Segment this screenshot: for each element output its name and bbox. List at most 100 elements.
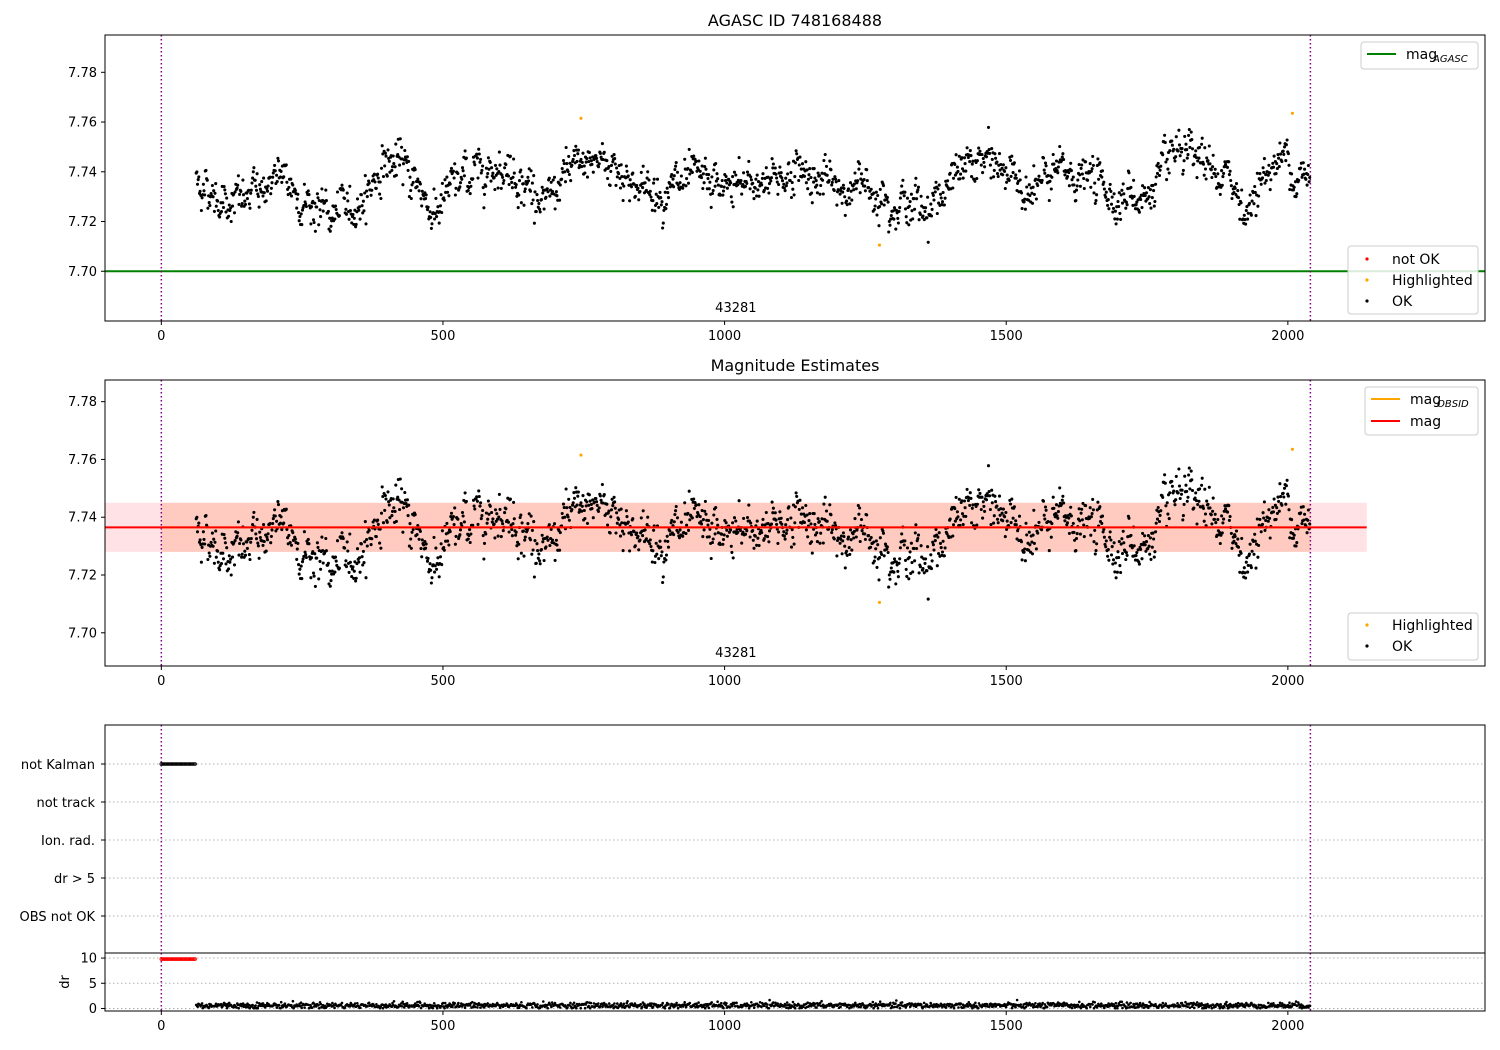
ok-point [344,565,349,569]
ok-point [847,546,851,550]
ok-point [721,189,726,193]
ok-point [195,182,200,186]
ok-point [439,542,443,546]
ok-point [1213,512,1217,516]
ok-point [675,170,680,174]
x-tick-label: 1000 [708,674,741,689]
ok-point [618,186,623,190]
ok-point [843,544,847,548]
ok-point [449,166,454,170]
ok-point [1218,192,1222,196]
ok-point [828,503,832,507]
ok-point [1266,173,1270,177]
ok-point [935,211,939,216]
ok-point [517,542,521,546]
ok-point [652,528,656,532]
ok-point [530,552,534,556]
ok-point [718,193,722,197]
ok-point [299,564,303,568]
ok-point [795,494,799,498]
ok-point [1278,141,1282,145]
ok-point [195,515,199,519]
ok-point [613,500,617,504]
ok-point [687,489,691,493]
ok-point [351,212,355,217]
dr-point [626,1000,629,1003]
ok-point [660,550,664,554]
ok-point [1282,152,1286,156]
ok-point [241,178,245,182]
legend-marker [1365,623,1369,627]
ok-point [512,517,516,521]
ok-point [1028,193,1032,198]
ok-point [732,170,737,174]
dr-point [1120,1000,1124,1004]
ok-point [732,516,737,520]
ok-point [1102,180,1106,184]
ok-point [897,561,901,565]
dr-point [277,1003,281,1007]
ok-point [1098,505,1102,509]
ok-point [714,506,718,510]
dr-point [947,1004,951,1008]
ok-point [755,173,759,177]
ok-point [1005,173,1009,177]
ok-point [538,210,542,214]
ok-point [295,557,299,561]
dr-point [1210,1006,1214,1010]
ok-point [1089,515,1093,519]
ok-point [907,555,911,559]
ok-point [527,512,531,516]
ok-point [1197,499,1201,503]
ok-point [659,545,663,549]
ok-point [631,171,635,175]
ok-point [958,177,962,181]
ok-point [387,159,391,163]
ok-point [575,159,579,163]
ok-point [612,495,616,499]
ok-point [793,175,797,179]
ok-point [195,170,199,174]
ok-point [1088,506,1092,510]
ok-point [907,577,911,581]
ok-point [757,194,761,198]
ok-point [529,169,533,173]
ok-point [1194,155,1198,160]
dr-point [310,1006,314,1010]
ok-point [438,204,443,208]
ok-point [649,544,653,549]
ok-point [315,205,319,209]
dr-point [703,1006,707,1010]
ok-point [1135,200,1139,204]
ok-point [657,557,661,561]
ok-point [1067,170,1071,175]
ok-point [296,192,300,196]
ok-point [519,168,523,172]
ok-point [1287,508,1291,512]
ok-point [1114,576,1118,580]
ok-point [1012,505,1016,509]
ok-point [658,539,662,543]
ok-point [1158,513,1162,517]
ok-point [469,532,473,536]
ok-point [221,205,226,210]
ok-point [745,181,749,185]
dr-point [583,1006,587,1010]
ok-point [1148,188,1152,192]
dr-point [872,1006,875,1010]
ok-point [707,187,711,191]
ok-point [925,569,929,573]
ok-point [1150,545,1154,549]
ok-point [1108,535,1112,539]
ok-point [625,515,629,519]
ok-point [1147,544,1151,548]
ok-point [369,193,373,197]
y-tick-label: 7.72 [68,215,97,230]
ok-point [299,212,303,216]
ok-point [1261,166,1265,170]
ok-point [407,159,411,163]
ok-point [1247,201,1252,205]
ok-point [415,185,419,189]
ok-point [337,566,341,570]
ok-point [1129,533,1133,537]
